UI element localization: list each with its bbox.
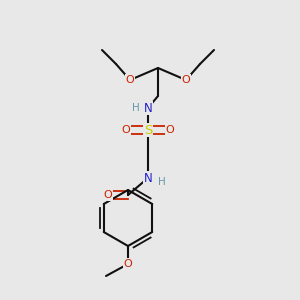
Text: O: O (126, 75, 134, 85)
Text: O: O (122, 125, 130, 135)
Text: N: N (144, 172, 152, 184)
Text: S: S (144, 124, 152, 136)
Text: O: O (166, 125, 174, 135)
Text: H: H (158, 177, 166, 187)
Text: H: H (132, 103, 140, 113)
Text: N: N (144, 101, 152, 115)
Text: O: O (182, 75, 190, 85)
Text: O: O (124, 259, 132, 269)
Text: O: O (103, 190, 112, 200)
